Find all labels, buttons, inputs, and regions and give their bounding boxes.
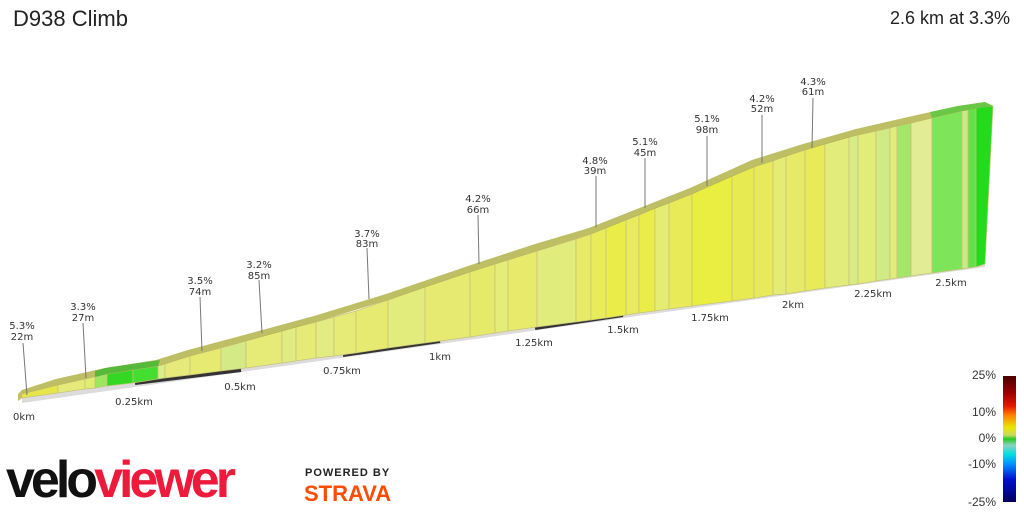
annotation-pct: 5.3% bbox=[9, 321, 34, 332]
logo-viewer: viewer bbox=[94, 451, 236, 509]
tick-label: 2.5km bbox=[935, 278, 966, 289]
profile-segments bbox=[21, 105, 994, 399]
annotation-pct: 3.7% bbox=[354, 229, 379, 240]
profile-top-lip-green bbox=[95, 360, 160, 377]
annotation-len: 85m bbox=[248, 271, 270, 282]
annotation-len: 27m bbox=[72, 313, 94, 324]
annotation-pct: 4.8% bbox=[582, 156, 607, 167]
legend-label: -25% bbox=[967, 495, 996, 509]
climb-title: D938 Climb bbox=[13, 6, 128, 31]
tick-label: 1.5km bbox=[607, 325, 638, 336]
gradient-color-scale bbox=[1003, 376, 1016, 502]
legend-label: 10% bbox=[971, 405, 996, 419]
tick-label: 0.75km bbox=[323, 366, 361, 377]
annotation-pct: 3.2% bbox=[246, 260, 271, 271]
logo-velo: velo bbox=[6, 451, 98, 509]
tick-label: 1.75km bbox=[691, 313, 729, 324]
annotation-len: 39m bbox=[584, 166, 606, 177]
tick-label: 1.25km bbox=[515, 338, 553, 349]
annotation-len: 74m bbox=[189, 287, 211, 298]
tick-label: 2km bbox=[782, 300, 804, 311]
tick-label: 1km bbox=[429, 352, 451, 363]
legend-label: -10% bbox=[967, 457, 996, 471]
annotation-len: 61m bbox=[802, 87, 824, 98]
tick-label: 0.5km bbox=[224, 382, 255, 393]
segment-annotations: 5.3% 22m 3.3% 27m 3.5% 74m 3.2% 85m 3.7%… bbox=[9, 77, 825, 343]
legend-label: 25% bbox=[971, 368, 996, 382]
annotation-len: 66m bbox=[467, 205, 489, 216]
annotation-pct: 5.1% bbox=[632, 137, 657, 148]
annotation-pct: 3.5% bbox=[187, 276, 212, 287]
legend-label: 0% bbox=[978, 431, 996, 445]
veloviewer-logo: veloviewer bbox=[6, 451, 236, 509]
annotation-len: 22m bbox=[11, 332, 33, 343]
annotation-pct: 4.2% bbox=[465, 194, 490, 205]
profile-start-cap bbox=[18, 390, 22, 401]
annotation-len: 98m bbox=[696, 125, 718, 136]
annotation-len: 52m bbox=[751, 104, 773, 115]
annotation-len: 83m bbox=[356, 239, 378, 250]
annotation-len: 45m bbox=[634, 148, 656, 159]
annotation-pct: 4.3% bbox=[800, 77, 825, 88]
profile-top-lip-green-end bbox=[930, 102, 993, 118]
tick-label: 0.25km bbox=[115, 397, 153, 408]
powered-by-label: POWERED BY bbox=[305, 467, 391, 479]
annotation-pct: 5.1% bbox=[694, 114, 719, 125]
annotation-pct: 3.3% bbox=[70, 302, 95, 313]
annotation-pct: 4.2% bbox=[749, 94, 774, 105]
strava-logo: STRAVA bbox=[304, 481, 392, 506]
distance-axis: 0km 0.25km 0.5km 0.75km 1km 1.25km 1.5km… bbox=[13, 278, 967, 423]
tick-label: 0km bbox=[13, 412, 35, 423]
tick-label: 2.25km bbox=[854, 289, 892, 300]
climb-summary: 2.6 km at 3.3% bbox=[889, 8, 1010, 28]
annotation-lines bbox=[22, 97, 814, 396]
